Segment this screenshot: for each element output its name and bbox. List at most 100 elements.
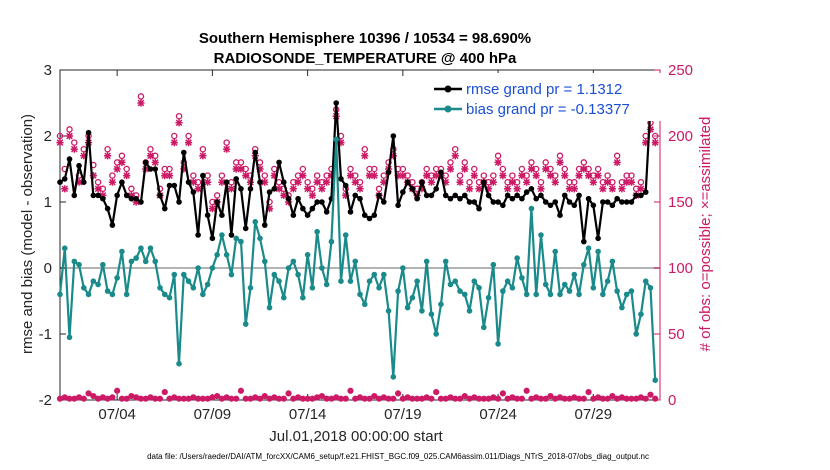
rmse-point (619, 199, 625, 205)
bias-point (595, 248, 601, 255)
rmse-point (228, 232, 235, 238)
obs-bottom-point (609, 392, 616, 400)
obs-possible-point (199, 145, 207, 153)
y-left-tick-label: 1 (44, 194, 52, 211)
bias-point (276, 278, 282, 285)
obs-bottom-point (318, 392, 326, 400)
rmse-point (200, 172, 206, 179)
bias-point (533, 291, 539, 298)
bias-point (452, 278, 459, 285)
rmse-point (123, 192, 130, 199)
bias-point (576, 291, 582, 298)
bias-point (609, 258, 616, 265)
rmse-point (461, 192, 468, 199)
rmse-point (181, 149, 187, 156)
y-right-tick-label: 250 (668, 62, 693, 79)
rmse-point (223, 179, 230, 185)
rmse-point (528, 186, 535, 192)
rmse-point (333, 100, 339, 106)
bias-point (319, 265, 325, 271)
bias-point (142, 258, 149, 265)
chart-title-line1: Southern Hemisphere 10396 / 10534 = 98.6… (199, 30, 531, 47)
bias-point (471, 278, 478, 285)
rmse-point (561, 192, 568, 199)
bias-point (561, 281, 568, 288)
bias-point (638, 311, 644, 318)
bias-point (161, 291, 168, 298)
bias-point (466, 308, 473, 314)
bias-point (342, 232, 349, 238)
y-right-tick-label: 150 (668, 194, 693, 211)
bias-point (338, 278, 344, 285)
bias-point (214, 252, 220, 258)
rmse-point (209, 235, 216, 242)
x-tick-label: 07/19 (384, 406, 422, 423)
rmse-point (323, 209, 330, 215)
obs-assimilated-point (589, 178, 597, 186)
bias-point (504, 278, 511, 285)
legend-box (430, 73, 662, 121)
obs-assimilated-point (489, 178, 497, 186)
obs-assimilated-point (75, 178, 83, 186)
bias-point (542, 281, 549, 288)
bias-point (61, 245, 68, 251)
obs-possible-point (480, 172, 488, 179)
rmse-point (276, 159, 282, 166)
rmse-point (585, 195, 592, 202)
x-tick-label: 07/04 (98, 406, 136, 423)
rmse-point (195, 232, 201, 238)
obs-possible-point (71, 139, 78, 146)
obs-assimilated-point (361, 152, 369, 160)
bias-point (604, 278, 611, 285)
obs-possible-point (304, 178, 311, 186)
bias-point (119, 248, 125, 255)
bias-point (352, 258, 359, 265)
obs-bottom-point (285, 390, 292, 397)
obs-bottom-point (456, 395, 464, 402)
obs-assimilated-point (423, 172, 431, 180)
obs-possible-point (451, 145, 459, 153)
obs-assimilated-point (580, 165, 588, 173)
rmse-point (247, 186, 254, 192)
obs-assimilated-point (584, 172, 593, 180)
obs-assimilated-point (465, 185, 474, 193)
obs-bottom-point (214, 392, 221, 400)
rmse-point (590, 202, 597, 209)
obs-assimilated-point (518, 172, 526, 180)
rmse-point (566, 199, 573, 205)
bias-point (500, 288, 506, 294)
bias-point (371, 271, 378, 278)
obs-assimilated-point (389, 152, 397, 160)
rmse-point (242, 225, 249, 232)
obs-possible-point (375, 185, 383, 193)
obs-bottom-point (433, 388, 440, 396)
obs-assimilated-point (513, 185, 521, 193)
obs-possible-point (371, 165, 378, 173)
y-left-tick-label: 0 (44, 260, 52, 277)
obs-assimilated-point (56, 139, 64, 147)
rmse-point (433, 186, 439, 192)
rmse-point (57, 179, 63, 185)
obs-possible-point (109, 172, 116, 179)
obs-possible-point (261, 172, 269, 179)
obs-assimilated-point (261, 178, 269, 186)
bias-point (519, 275, 525, 281)
obs-possible-point (218, 172, 226, 179)
bias-point (166, 294, 173, 301)
obs-possible-point (471, 165, 478, 173)
obs-assimilated-point (161, 172, 169, 180)
obs-bottom-point (542, 395, 549, 402)
rmse-point (447, 195, 454, 202)
bias-point (457, 288, 463, 294)
obs-assimilated-point (546, 172, 555, 180)
rmse-point (352, 192, 359, 199)
obs-assimilated-point (94, 185, 102, 193)
rmse-point (542, 199, 549, 205)
legend: rmse grand pr = 1.1312 bias grand pr = -… (430, 73, 662, 121)
obs-possible-point (499, 165, 507, 173)
obs-bottom-point (123, 395, 130, 402)
obs-assimilated-point (299, 172, 307, 180)
obs-assimilated-point (127, 191, 136, 199)
x-tick-label: 07/14 (289, 406, 327, 423)
obs-bottom-point (390, 395, 397, 402)
